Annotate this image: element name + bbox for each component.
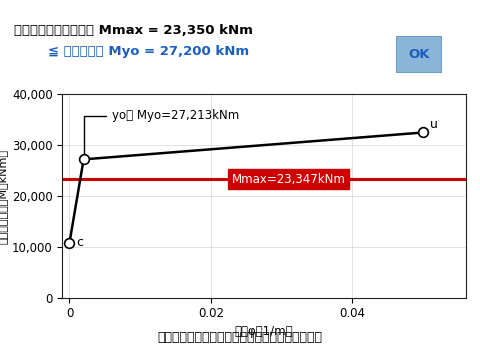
Text: 図８　既設左杆の耗力照査結果（現況・地震時）: 図８ 既設左杆の耗力照査結果（現況・地震時） [157, 331, 323, 344]
X-axis label: 曲率φ［1/m］: 曲率φ［1/m］ [235, 325, 293, 338]
Text: u: u [430, 118, 438, 131]
Text: yo： Myo=27,213kNm: yo： Myo=27,213kNm [84, 109, 239, 156]
Y-axis label: 曲げモーメントM［kNm］: 曲げモーメントM［kNm］ [0, 148, 8, 244]
Text: ・最大曲げモーメント Mmax = 23,350 kNm: ・最大曲げモーメント Mmax = 23,350 kNm [14, 24, 253, 37]
Text: Mmax=23,347kNm: Mmax=23,347kNm [232, 172, 346, 185]
FancyBboxPatch shape [396, 36, 442, 73]
Text: ≦ 初降伏耕力 Myo = 27,200 kNm: ≦ 初降伏耕力 Myo = 27,200 kNm [48, 45, 249, 58]
Text: c: c [76, 236, 84, 249]
Text: OK: OK [408, 48, 430, 61]
